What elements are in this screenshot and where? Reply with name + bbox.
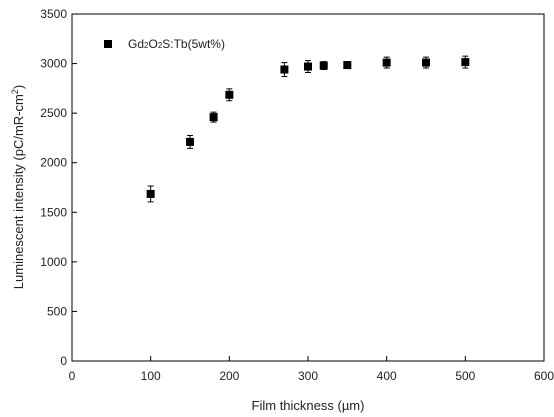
legend-label-part: S:Tb(5wt%): [162, 37, 225, 51]
x-tick-label: 0: [69, 369, 76, 383]
x-tick-label: 300: [298, 369, 318, 383]
x-tick-label: 200: [219, 369, 239, 383]
y-tick-label: 1500: [40, 205, 67, 219]
legend-label: Gd2O2S:Tb(5wt%): [128, 37, 225, 51]
y-tick-label: 500: [47, 304, 67, 318]
legend-label-part: 2: [158, 41, 163, 50]
data-point: [304, 62, 312, 71]
y-axis-label: Luminescent intensity (pC/mR-cm2): [10, 85, 26, 289]
x-tick-label: 400: [377, 369, 397, 383]
legend: Gd2O2S:Tb(5wt%): [104, 37, 225, 51]
legend-marker: [104, 40, 112, 48]
data-point: [225, 90, 234, 99]
x-tick-label: 500: [455, 369, 475, 383]
y-tick-label: 2500: [40, 106, 67, 120]
legend-label-part: Gd: [128, 37, 144, 51]
data-point: [461, 58, 470, 67]
y-axis-ticks: 0 500 1000 1500 2000 2500 3000 3500: [40, 7, 77, 368]
data-point: [382, 58, 391, 67]
legend-label-part: O: [148, 37, 157, 51]
y-axis-label-main: Luminescent intensity (pC/mR-cm: [11, 94, 26, 289]
y-axis-label-superscript: 2: [10, 89, 20, 94]
data-point: [422, 58, 430, 67]
x-tick-label: 100: [141, 369, 161, 383]
y-tick-label: 0: [60, 354, 67, 368]
data-point: [146, 189, 155, 198]
y-tick-label: 1000: [40, 255, 67, 269]
data-point: [280, 65, 289, 74]
data-point: [319, 61, 328, 70]
data-point: [186, 137, 194, 146]
y-tick-label: 2000: [40, 156, 67, 170]
data-points: [146, 55, 470, 203]
data-point: [343, 61, 352, 70]
y-axis-label-suffix: ): [11, 85, 26, 89]
x-axis-ticks: 0 100 200 300 400 500 600: [69, 356, 554, 383]
legend-label-part: 2: [144, 41, 149, 50]
x-axis-label: Film thickness (µm): [252, 398, 365, 413]
data-point: [209, 113, 218, 122]
y-tick-label: 3000: [40, 57, 67, 71]
y-tick-label: 3500: [40, 7, 67, 21]
x-tick-label: 600: [534, 369, 554, 383]
